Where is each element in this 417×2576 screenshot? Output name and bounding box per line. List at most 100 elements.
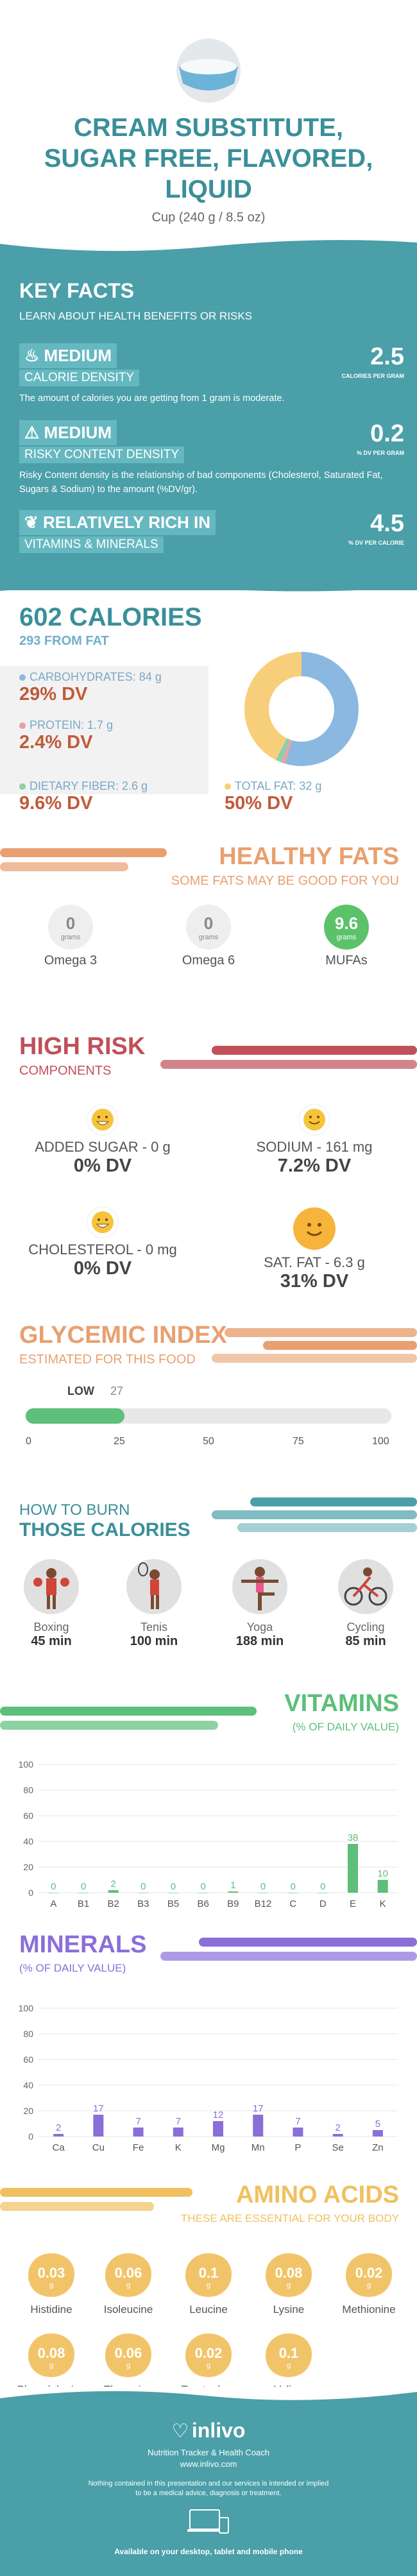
risk-cholesterol: CHOLESTEROL - 0 mg 0% DV <box>6 1206 199 1279</box>
key-fact-level: ♨ MEDIUM <box>19 343 117 368</box>
bar-value-label: 0 <box>140 1881 146 1892</box>
x-tick-label: B9 <box>227 1898 239 1909</box>
high-risk-section: HIGH RISK COMPONENTS ADDED SUGAR - 0 g 0… <box>0 1027 417 1328</box>
activity-minutes: 100 min <box>130 1634 178 1648</box>
fat-value: 9.6 <box>334 913 359 933</box>
smile-face-icon <box>293 1207 336 1250</box>
macro-dv: 50% DV <box>225 793 293 814</box>
calorie-donut-chart <box>244 652 359 766</box>
burn-title-line2: THOSE CALORIES <box>19 1519 191 1540</box>
amino-blob-icon <box>266 2253 312 2297</box>
brand-tagline: Nutrition Tracker & Health Coach <box>147 2448 270 2457</box>
legend-dot <box>19 783 26 790</box>
key-facts-subtitle: LEARN ABOUT HEALTH BENEFITS OR RISKS <box>19 310 253 322</box>
decor-stripes <box>0 2188 192 2211</box>
fat-mufas: 9.6 grams MUFAs <box>308 905 385 968</box>
x-tick-label: A <box>50 1898 56 1909</box>
legend-dot <box>19 674 26 681</box>
activity-name: Yoga <box>246 1621 273 1633</box>
key-fact-risky-content: ⚠ MEDIUM RISKY CONTENT DENSITY Risky Con… <box>19 420 404 497</box>
vitamins-subtitle: (% OF DAILY VALUE) <box>292 1721 399 1733</box>
activity-minutes: 45 min <box>31 1634 72 1648</box>
amino-subtitle: THESE ARE ESSENTIAL FOR YOUR BODY <box>180 2212 399 2224</box>
serving-size: Cup (240 g / 8.5 oz) <box>151 210 266 225</box>
heart-logo-icon: ♡ <box>171 2421 189 2442</box>
x-tick-label: Mn <box>251 2142 265 2153</box>
amino-value: 0.1 <box>278 2345 299 2361</box>
amino-badge: 0.02 g <box>345 2252 393 2298</box>
x-tick-label: K <box>175 2142 182 2153</box>
amino-badge: 0.08 g <box>264 2252 313 2298</box>
x-tick-label: B2 <box>107 1898 119 1909</box>
glycemic-title: GLYCEMIC INDEX <box>19 1322 227 1349</box>
glycemic-subtitle: ESTIMATED FOR THIS FOOD <box>19 1352 196 1367</box>
bar-value-label: 10 <box>377 1868 388 1879</box>
amino-blob-icon <box>105 2333 151 2377</box>
bar-value-label: 38 <box>348 1832 359 1843</box>
glycemic-tick: 100 <box>372 1436 389 1447</box>
amino-blob-icon <box>346 2253 392 2297</box>
fat-unit: grams <box>60 933 81 941</box>
high-risk-subtitle: COMPONENTS <box>19 1064 112 1078</box>
wave-divider <box>0 581 417 592</box>
bar-Ca <box>53 2134 64 2137</box>
bar-value-label: 0 <box>320 1881 325 1892</box>
amino-unit: g <box>206 2362 211 2369</box>
brand-url[interactable]: www.inlivo.com <box>180 2459 237 2469</box>
wave-divider <box>0 2387 417 2400</box>
amino-badge: 0.1 g <box>184 2252 233 2298</box>
bar-value-label: 17 <box>93 2103 104 2114</box>
macro-label: PROTEIN: 1.7 g <box>30 719 114 731</box>
decor-stripes <box>0 1707 257 1730</box>
macro-dv: 2.4% DV <box>19 732 93 753</box>
bar-value-label: 2 <box>56 2122 61 2133</box>
key-fact-desc: Risky Content density is the relationshi… <box>19 470 383 495</box>
minerals-section: MINERALS (% OF DAILY VALUE) 0 20 40 60 80 100… <box>0 1931 417 2181</box>
amino-name: Lysine <box>273 2303 305 2316</box>
bar-value-label: 1 <box>230 1880 235 1891</box>
risk-label: CHOLESTEROL - 0 mg <box>28 1241 177 1258</box>
bar-Se <box>332 2134 343 2137</box>
boxing-icon <box>24 1559 79 1614</box>
y-tick-label: 80 <box>23 1785 33 1795</box>
y-tick-label: 100 <box>19 2003 34 2013</box>
y-tick-label: 0 <box>28 2131 33 2142</box>
key-fact-label: RISKY CONTENT DENSITY <box>19 447 185 463</box>
bar-value-label: 7 <box>176 2116 181 2127</box>
disclaimer-line: to be a medical advice, diagnosis or tre… <box>135 2489 282 2497</box>
glycemic-section: GLYCEMIC INDEX ESTIMATED FOR THIS FOOD L… <box>0 1322 417 1508</box>
availability-note: Available on your desktop, tablet and mo… <box>114 2547 303 2556</box>
glycemic-tick: 50 <box>203 1436 214 1447</box>
amino-badge: 0.1 g <box>264 2332 313 2378</box>
x-tick-label: Fe <box>133 2142 144 2153</box>
activity-cycling: Cycling 85 min <box>321 1559 411 1649</box>
amino-value: 0.02 <box>355 2265 383 2281</box>
x-tick-label: B6 <box>197 1898 208 1909</box>
bar-value-label: 2 <box>335 2122 340 2133</box>
activity-yoga: Yoga 188 min <box>215 1559 305 1649</box>
flame-icon: ♨ <box>24 346 40 365</box>
grin-face-icon <box>87 1206 119 1238</box>
vitamins-bar-chart: 0204060801000A0B12B20B30B50B61B90B120C0D… <box>19 1759 398 1909</box>
fat-circle-highlight: 9.6 grams <box>324 905 369 950</box>
high-risk-title: HIGH RISK <box>19 1033 146 1060</box>
activity-minutes: 85 min <box>345 1634 386 1648</box>
bar-value-label: 0 <box>171 1881 176 1892</box>
amino-unit: g <box>366 2282 371 2289</box>
amino-name: Isoleucine <box>103 2303 153 2316</box>
amino-acids-section: AMINO ACIDS THESE ARE ESSENTIAL FOR YOUR… <box>0 2181 417 2400</box>
key-fact-desc: The amount of calories you are getting f… <box>19 393 285 404</box>
bar-B2 <box>108 1890 119 1893</box>
activity-name: Cycling <box>346 1621 385 1633</box>
bar-value-label: 5 <box>375 2119 380 2129</box>
minerals-subtitle: (% OF DAILY VALUE) <box>19 1962 126 1974</box>
x-tick-label: P <box>294 2142 301 2153</box>
fat-unit: grams <box>198 933 219 941</box>
activity-name: Tenis <box>140 1621 168 1633</box>
risk-dv: 0% DV <box>73 1258 132 1279</box>
fat-value: 0 <box>203 913 214 933</box>
cycling-icon <box>338 1559 393 1614</box>
bar-Fe <box>133 2128 144 2137</box>
calories-total: 602 CALORIES <box>19 603 202 631</box>
activity-boxing: Boxing 45 min <box>6 1559 96 1649</box>
